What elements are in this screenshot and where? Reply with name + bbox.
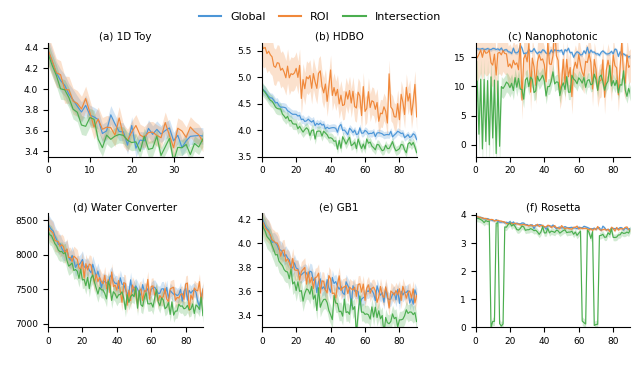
Title: (b) HDBO: (b) HDBO <box>315 32 364 42</box>
Legend: Global, ROI, Intersection: Global, ROI, Intersection <box>195 7 445 26</box>
Title: (f) Rosetta: (f) Rosetta <box>525 203 580 213</box>
Title: (e) GB1: (e) GB1 <box>319 203 359 213</box>
Title: (d) Water Converter: (d) Water Converter <box>74 203 177 213</box>
Title: (a) 1D Toy: (a) 1D Toy <box>99 32 152 42</box>
Title: (c) Nanophotonic: (c) Nanophotonic <box>508 32 598 42</box>
